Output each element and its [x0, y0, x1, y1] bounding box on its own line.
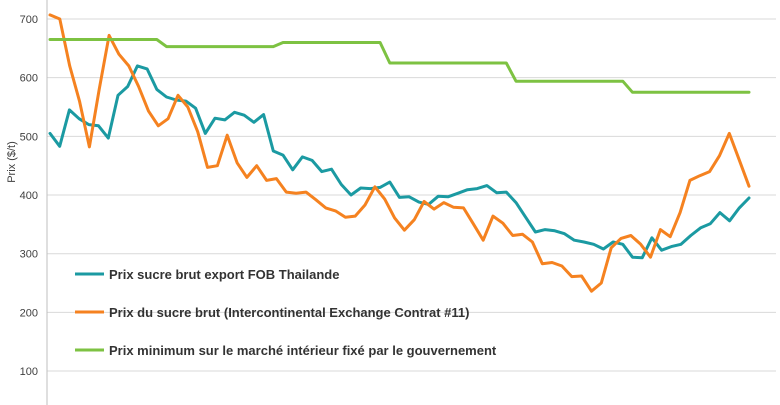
y-axis-title: Prix ($/t) — [6, 141, 18, 183]
series-line-2 — [48, 13, 751, 293]
legend-label-3: Prix minimum sur le marché intérieur fix… — [109, 343, 497, 358]
y-tick-label: 300 — [20, 249, 38, 261]
legend: Prix sucre brut export FOB Thailande Prix… — [75, 267, 497, 358]
gridlines — [47, 18, 776, 372]
y-tick-labels: 100 200 300 400 500 600 700 — [20, 14, 38, 378]
y-tick-label: 100 — [20, 366, 38, 378]
legend-label-1: Prix sucre brut export FOB Thailande — [109, 267, 339, 282]
series-lines — [48, 13, 751, 293]
series-line-3 — [48, 38, 751, 94]
series-line-1 — [48, 64, 751, 260]
legend-label-2: Prix du sucre brut (Intercontinental Exc… — [109, 305, 469, 320]
y-tick-label: 500 — [20, 131, 38, 143]
y-tick-label: 700 — [20, 14, 38, 26]
y-tick-label: 400 — [20, 190, 38, 202]
y-tick-label: 200 — [20, 307, 38, 319]
y-tick-label: 600 — [20, 73, 38, 85]
